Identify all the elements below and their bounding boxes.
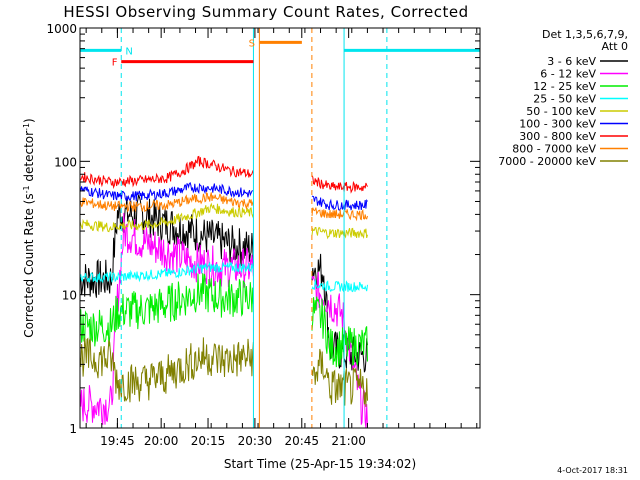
legend-label-7: 800 - 7000 keV: [512, 143, 596, 156]
series-line-8: [79, 337, 368, 407]
series-line-5: [79, 182, 368, 211]
legend-label-4: 50 - 100 keV: [526, 105, 596, 118]
y-tick-label-0: 1: [69, 422, 77, 436]
series-line-0: [79, 193, 368, 373]
x-tick-label-4: 20:45: [284, 434, 319, 448]
x-axis-label: Start Time (25-Apr-15 19:34:02): [224, 457, 416, 471]
y-tick-label-2: 100: [54, 155, 77, 169]
vertical-markers: [120, 28, 388, 428]
series-line-1: [79, 212, 368, 429]
legend-label-6: 300 - 800 keV: [519, 130, 596, 143]
flag-label-n: N: [125, 46, 132, 57]
x-tick-label-3: 20:30: [238, 434, 273, 448]
legend-label-1: 6 - 12 keV: [540, 68, 596, 81]
x-tick-label-1: 20:00: [144, 434, 179, 448]
y-axis-label: Corrected Count Rate (s-1 detector-1): [22, 118, 37, 337]
legend-label-3: 25 - 50 keV: [533, 93, 596, 106]
legend-label-8: 7000 - 20000 keV: [498, 155, 596, 168]
x-tick-label-2: 20:15: [191, 434, 226, 448]
plot-frame: [79, 27, 481, 429]
legend-header-detectors: Det 1,3,5,6,7,9,: [542, 28, 628, 41]
flag-layer: NF S: [80, 38, 480, 69]
x-tick-label-5: 21:00: [331, 434, 366, 448]
axes: 1 10 100 1000 19:45 20:00 20:15 20:30 20:45 21:00: [46, 22, 480, 448]
flag-label-f: F: [112, 58, 118, 69]
data-gap-0: [253, 28, 312, 428]
series-line-6: [79, 155, 368, 194]
x-tick-label-0: 19:45: [100, 434, 135, 448]
legend-label-5: 100 - 300 keV: [519, 118, 596, 131]
chart-title: HESSI Observing Summary Count Rates, Cor…: [63, 3, 468, 21]
series-line-3: [80, 261, 368, 293]
generation-timestamp: 4-Oct-2017 18:31: [557, 466, 628, 475]
y-tick-label-1: 10: [62, 289, 77, 303]
legend-header-attenuator: Att 0: [602, 40, 628, 53]
legend-label-2: 12 - 25 keV: [533, 80, 596, 93]
series-line-4: [79, 202, 368, 240]
flag-label-s: S: [249, 38, 255, 49]
legend-label-0: 3 - 6 keV: [547, 55, 596, 68]
series-line-7: [79, 191, 368, 222]
y-tick-label-3: 1000: [46, 22, 77, 36]
series-layer: [79, 155, 368, 429]
data-gap-region: [253, 28, 312, 428]
